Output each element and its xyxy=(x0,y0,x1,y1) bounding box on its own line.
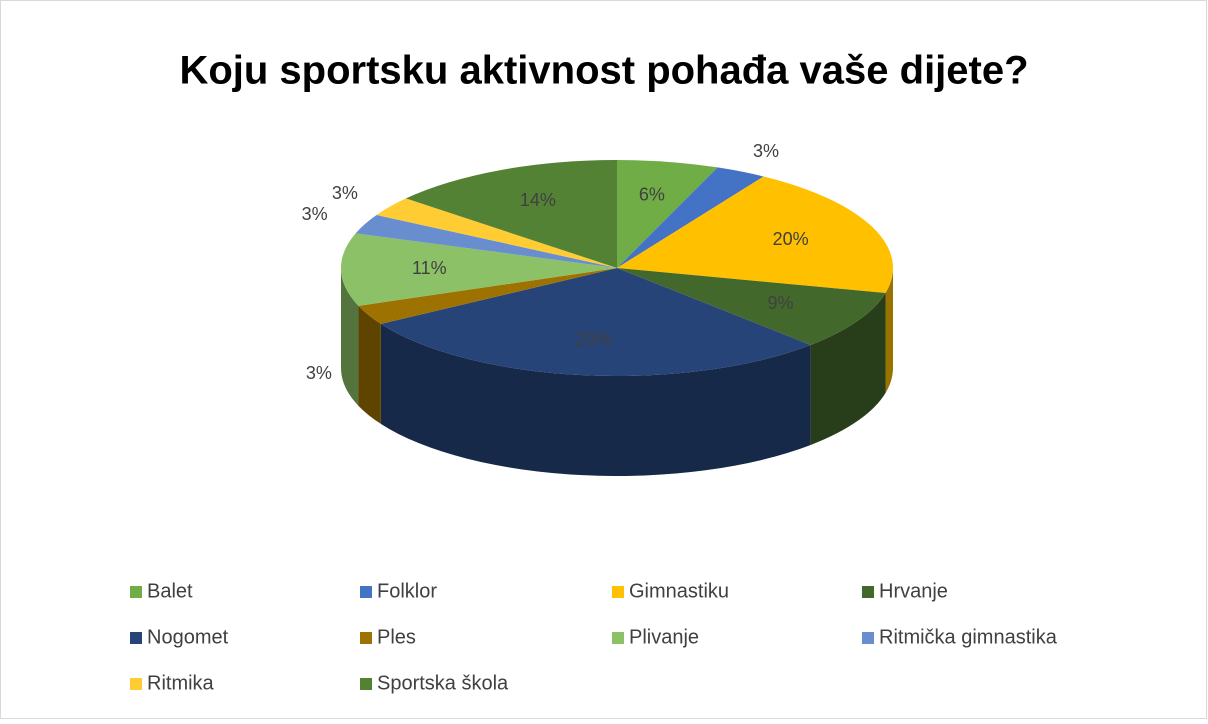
legend-label: Plivanje xyxy=(629,626,699,648)
data-label: 3% xyxy=(302,204,328,224)
data-label: 14% xyxy=(520,190,556,210)
slice-side xyxy=(358,305,381,424)
slice xyxy=(358,268,617,324)
slice-side xyxy=(810,292,886,445)
legend-label: Nogomet xyxy=(147,626,229,648)
data-label: 9% xyxy=(767,293,793,313)
legend-label: Hrvanje xyxy=(879,580,948,602)
legend-label: Ritmika xyxy=(147,672,215,694)
legend-swatch xyxy=(612,586,624,598)
legend-label: Folklor xyxy=(377,580,437,602)
legend-label: Sportska škola xyxy=(377,672,509,694)
legend-label: Ples xyxy=(377,626,416,648)
slice xyxy=(380,268,811,376)
data-label: 3% xyxy=(753,141,779,161)
slice-side xyxy=(380,323,811,476)
data-label: 29% xyxy=(576,330,612,350)
legend-swatch xyxy=(360,586,372,598)
data-label: 20% xyxy=(773,229,809,249)
legend-swatch xyxy=(612,632,624,644)
chart-title: Koju sportsku aktivnost pohađa vaše dije… xyxy=(179,49,1028,93)
slice xyxy=(405,160,617,268)
data-label: 3% xyxy=(306,363,332,383)
slice xyxy=(617,160,718,268)
legend-swatch xyxy=(130,678,142,690)
legend-swatch xyxy=(360,678,372,690)
slice xyxy=(341,233,617,306)
slice xyxy=(376,198,617,268)
slice xyxy=(617,268,886,345)
legend-swatch xyxy=(862,586,874,598)
slice-side xyxy=(341,268,359,406)
legend-swatch xyxy=(862,632,874,644)
slice xyxy=(617,176,893,293)
legend-label: Gimnastiku xyxy=(629,580,729,602)
data-label: 11% xyxy=(412,258,447,278)
data-label: 3% xyxy=(332,183,358,203)
legend-swatch xyxy=(360,632,372,644)
data-label: 6% xyxy=(639,185,665,205)
slice-side xyxy=(885,268,893,393)
slice xyxy=(355,214,617,268)
legend-label: Ritmička gimnastika xyxy=(879,626,1058,648)
legend-swatch xyxy=(130,586,142,598)
legend-swatch xyxy=(130,632,142,644)
slice xyxy=(617,167,764,268)
legend-label: Balet xyxy=(147,580,193,602)
